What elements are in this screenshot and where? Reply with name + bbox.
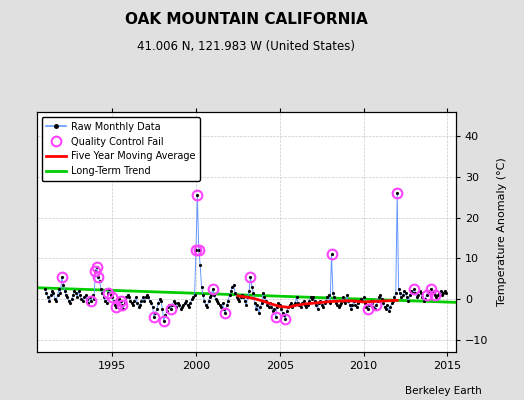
Text: 41.006 N, 121.983 W (United States): 41.006 N, 121.983 W (United States) [137,40,355,53]
Text: Berkeley Earth: Berkeley Earth [406,386,482,396]
Y-axis label: Temperature Anomaly (°C): Temperature Anomaly (°C) [497,158,507,306]
Legend: Raw Monthly Data, Quality Control Fail, Five Year Moving Average, Long-Term Tren: Raw Monthly Data, Quality Control Fail, … [41,117,200,181]
Text: OAK MOUNTAIN CALIFORNIA: OAK MOUNTAIN CALIFORNIA [125,12,368,27]
